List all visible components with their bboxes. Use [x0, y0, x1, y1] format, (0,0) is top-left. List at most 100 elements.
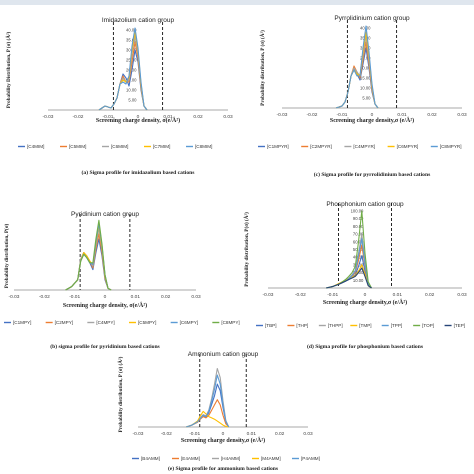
chart-title: Ammonium cation group — [188, 351, 259, 358]
y-tick-label: 70.00 — [353, 232, 364, 237]
figure-caption: (b) sigma profile for pyridinium based c… — [50, 343, 160, 350]
chart-title: Pyridinium cation group — [71, 211, 139, 218]
legend-label: [TEP] — [454, 323, 466, 328]
chart-panel-5: Ammonium cation group -0.03 -0.02 -0.01 0 0.0… — [116, 351, 320, 472]
legend-label: [C4MPYR] — [353, 144, 375, 149]
x-tick-label: -0.02 — [39, 294, 50, 300]
legend-label: [H4AMM] — [221, 456, 240, 461]
legend-label: [TMP] — [359, 323, 371, 328]
chart-title: Pyrrolidinium cation group — [334, 15, 410, 22]
x-tick-label: 0.01 — [131, 294, 141, 300]
legend-label: [C8MIM] — [195, 144, 212, 149]
x-tick-label: 0.01 — [397, 112, 407, 118]
y-tick-label: 10.00 — [126, 88, 137, 93]
legend-label: [C8MPYR] — [440, 144, 462, 149]
y-tick-label: 15.00 — [126, 78, 137, 83]
x-tick-label: -0.01 — [337, 112, 348, 118]
x-tick-label: -0.01 — [103, 114, 114, 120]
chart-title: Phosphonium cation group — [326, 201, 404, 208]
x-axis-label: Screening charge density, σ(e/Å²) — [96, 116, 180, 124]
x-axis-label: Screening charge density,σ (e/Å²) — [330, 116, 414, 124]
figure-caption: (c) Sigma profile for pyrrolidinium base… — [314, 171, 431, 178]
x-tick-label: 0.01 — [393, 292, 403, 298]
x-tick-label: 0.03 — [191, 294, 201, 300]
figure-caption: (a) Sigma profile for imidazolium based … — [82, 169, 196, 176]
x-axis-label: Screening charge density,σ (e/Å²) — [181, 436, 265, 444]
legend-label: [C6MIM] — [111, 144, 128, 149]
y-tick-label: 40.00 — [126, 28, 137, 33]
y-axis-label: Probability distribution, P(σ) (Å²) — [242, 212, 250, 287]
x-tick-label: 0.02 — [193, 114, 203, 120]
x-tick-label: 0 — [222, 431, 225, 437]
y-tick-label: 25.00 — [360, 56, 371, 61]
legend-label: [P4AMM] — [301, 456, 320, 461]
y-tick-label: 15.00 — [360, 76, 371, 81]
x-tick-label: 0.01 — [247, 431, 257, 437]
y-tick-label: 50.00 — [353, 247, 364, 252]
legend-label: [TBP] — [265, 323, 277, 328]
legend-label: [C2MPY] — [55, 320, 73, 325]
x-tick-label: -0.03 — [9, 294, 20, 300]
y-axis-label: Probability distribution, P (σ) (Å²) — [116, 356, 124, 432]
x-tick-label: -0.02 — [307, 112, 318, 118]
series-line-5 — [335, 25, 379, 109]
x-tick-label: 0.03 — [457, 112, 467, 118]
series-line-6 — [65, 219, 112, 291]
legend-label: [C5MPY] — [138, 320, 156, 325]
legend-label: [C8MPY] — [221, 320, 239, 325]
x-tick-label: -0.02 — [161, 431, 172, 437]
x-tick-label: -0.02 — [73, 114, 84, 120]
series-line-5 — [186, 374, 230, 428]
x-tick-label: 0 — [364, 292, 367, 298]
legend-label: [TPP] — [391, 323, 403, 328]
legend-label: [C6MPY] — [180, 320, 198, 325]
x-tick-label: 0.02 — [275, 431, 285, 437]
x-tick-label: -0.01 — [69, 294, 80, 300]
y-tick-label: 5.00 — [128, 98, 137, 103]
x-tick-label: 0.02 — [425, 292, 435, 298]
legend-label: [B4AMM] — [141, 456, 160, 461]
legend-label: [C4MIM] — [27, 144, 44, 149]
series-line-7 — [326, 267, 372, 289]
series-line-5 — [98, 27, 148, 111]
y-tick-label: 80.00 — [353, 224, 364, 229]
x-tick-label: 0 — [104, 294, 107, 300]
y-axis-label: Probability distribution, P(σ) — [3, 223, 10, 288]
chart-title: Imidazolium cation group — [102, 17, 175, 24]
figure-caption: (d) Sigma profile for phosphonium based … — [307, 343, 424, 350]
x-tick-label: -0.02 — [295, 292, 306, 298]
legend-label: [C7MIM] — [153, 144, 170, 149]
legend-label: [C2MPYR] — [310, 144, 332, 149]
x-tick-label: -0.01 — [327, 292, 338, 298]
chart-panel-4: Phosphonium cation group -0.03 -0.02 -0.01 0… — [242, 201, 467, 350]
y-tick-label: 5.00 — [362, 96, 371, 101]
series-line-3 — [335, 35, 379, 109]
legend-label: [TOP] — [422, 323, 434, 328]
x-tick-label: 0.03 — [303, 431, 313, 437]
x-tick-label: 0 — [137, 114, 140, 120]
chart-panel-1: Imidazolium cation group -0.03 -0.02 -0.01 0… — [4, 17, 233, 176]
series-line-5 — [65, 223, 112, 291]
chart-panel-2: Pyrrolidinium cation group -0.03 -0.02 -0.0… — [258, 15, 467, 178]
legend-label: [THP] — [296, 323, 308, 328]
x-tick-label: 0.02 — [427, 112, 437, 118]
x-tick-label: -0.01 — [189, 431, 200, 437]
figure-caption: (e) Sigma profile for ammonium based cat… — [168, 465, 279, 472]
page-top-strip — [0, 0, 474, 5]
x-tick-label: -0.03 — [43, 114, 54, 120]
legend-label: [THPP] — [328, 323, 343, 328]
legend-label: [C1MPY] — [13, 320, 31, 325]
x-tick-label: 0.01 — [163, 114, 173, 120]
legend-label: [M4AMM] — [261, 456, 281, 461]
x-axis-label: Screening charge density,σ (e/Å²) — [323, 298, 407, 306]
legend-label: [C6MPYR] — [397, 144, 419, 149]
x-tick-label: 0.03 — [223, 114, 233, 120]
x-tick-label: -0.03 — [133, 431, 144, 437]
y-axis-label: Probability distribution, P (σ) (Å²) — [258, 30, 266, 106]
legend-label: [C1MPYR] — [267, 144, 289, 149]
series-line-1 — [186, 383, 230, 428]
legend-label: [C5MIM] — [69, 144, 86, 149]
x-tick-label: -0.03 — [263, 292, 274, 298]
series-line-4 — [335, 31, 379, 109]
